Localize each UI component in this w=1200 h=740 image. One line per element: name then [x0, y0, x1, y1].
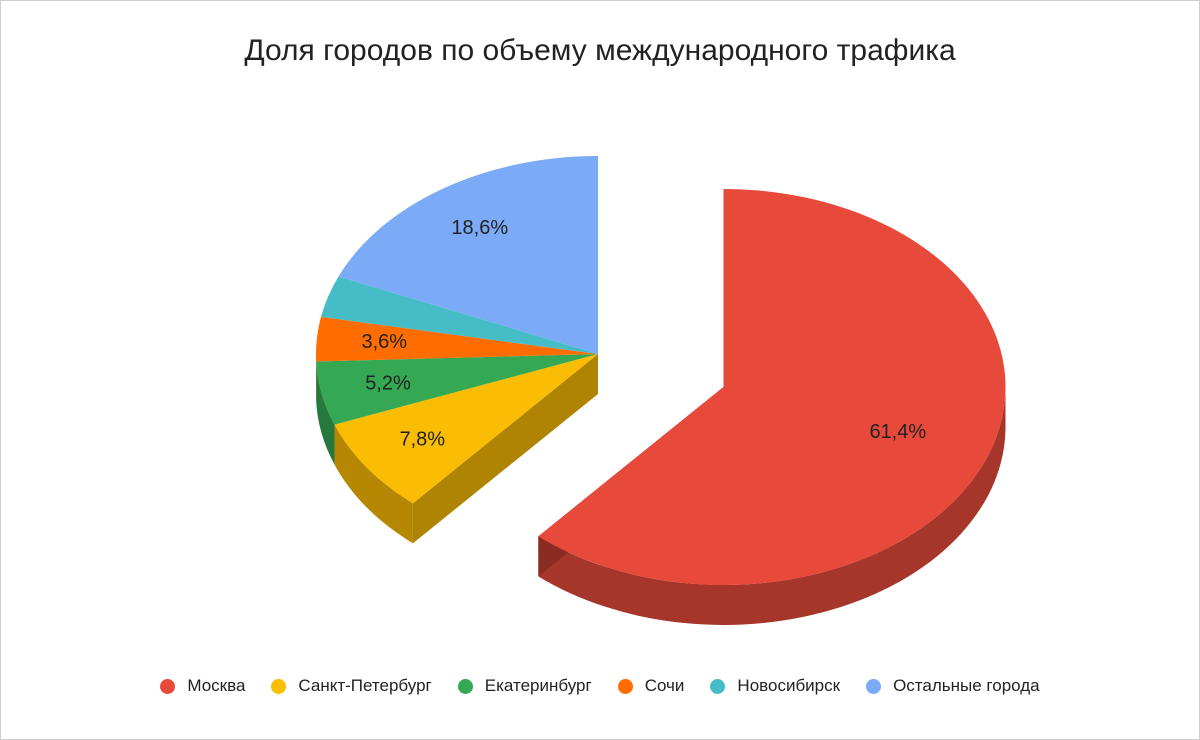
slice-side-санкт-петербург — [334, 424, 413, 544]
legend-label: Новосибирск — [737, 676, 841, 695]
slice-label-екатеринбург: 5,2% — [365, 372, 411, 394]
legend-item-остальные-города: Остальные города — [866, 676, 1040, 696]
legend-swatch — [710, 678, 726, 694]
slice-label-сочи: 3,6% — [361, 331, 407, 353]
chart-title: Доля городов по объему международного тр… — [244, 34, 956, 67]
pie-labels: 61,4% 7,8% 5,2% 3,6% 18,6% — [361, 217, 926, 451]
legend-label: Остальные города — [893, 676, 1040, 695]
legend-label: Сочи — [644, 676, 685, 695]
slice-side-москва — [538, 386, 1006, 625]
slice-санкт-петербург — [334, 354, 598, 504]
legend-item-екатеринбург: Екатеринбург — [457, 676, 592, 696]
legend-swatch — [160, 678, 176, 694]
legend-label: Санкт-Петербург — [298, 676, 432, 695]
slice-label-остальные-города: 18,6% — [451, 217, 508, 239]
slice-label-москва: 61,4% — [869, 421, 926, 443]
legend-label: Екатеринбург — [484, 676, 592, 695]
legend-swatch — [866, 678, 882, 694]
slice-екатеринбург — [316, 354, 598, 425]
legend-item-новосибирск: Новосибирск — [710, 676, 840, 696]
slice-side-екатеринбург — [316, 361, 335, 465]
legend-item-сочи: Сочи — [617, 676, 685, 696]
slice-остальные-города — [338, 156, 598, 354]
legend-label: Москва — [187, 676, 246, 695]
chart-legend: Москва Санкт-Петербург Екатеринбург Сочи Нов… — [0, 676, 1200, 696]
slice-label-санкт-петербург: 7,8% — [399, 428, 445, 450]
slice-сочи — [316, 316, 598, 362]
slice-cut-санкт-петербург — [412, 354, 598, 544]
legend-swatch — [271, 678, 287, 694]
slice-москва — [538, 188, 1006, 585]
legend-swatch — [457, 678, 473, 694]
pie-tops — [316, 156, 1006, 585]
legend-item-санкт-петербург: Санкт-Петербург — [271, 676, 432, 696]
slice-новосибирск — [320, 276, 598, 354]
legend-item-москва: Москва — [160, 676, 245, 696]
legend-swatch — [617, 678, 633, 694]
